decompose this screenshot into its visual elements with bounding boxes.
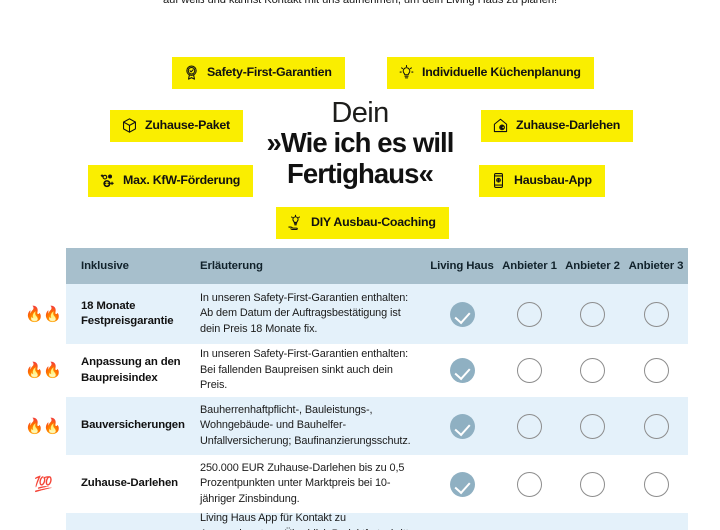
seal-check-icon bbox=[183, 64, 200, 81]
row-name: Zuhause-Darlehen bbox=[81, 477, 178, 490]
column-header-anbieter-3: Anbieter 3 bbox=[628, 260, 684, 272]
badge-label: Individuelle Küchenplanung bbox=[422, 65, 581, 80]
provider1-check bbox=[498, 471, 561, 497]
headline-line-2: »Wie ich es will bbox=[266, 127, 454, 159]
provider3-check bbox=[624, 471, 688, 497]
empty-circle-icon bbox=[643, 471, 669, 497]
provider2-check bbox=[561, 413, 624, 439]
check-filled-icon bbox=[449, 413, 475, 439]
provider3-check bbox=[624, 413, 688, 439]
headline-line-1: Dein bbox=[331, 97, 389, 129]
provider2-check bbox=[561, 301, 624, 327]
provider3-check bbox=[624, 358, 688, 383]
empty-circle-icon bbox=[643, 413, 669, 439]
hero-section: Dein »Wie ich es will Fertighaus« Safety… bbox=[0, 20, 720, 239]
empty-circle-icon bbox=[580, 471, 605, 497]
column-header-anbieter-2: Anbieter 2 bbox=[565, 260, 620, 272]
badge-label: Safety-First-Garantien bbox=[207, 65, 332, 80]
badge-label: Zuhause-Darlehen bbox=[516, 118, 621, 133]
fire-emoji: 🔥🔥 bbox=[25, 305, 61, 323]
hand-lightbulb-icon bbox=[287, 214, 304, 231]
living-haus-check bbox=[426, 301, 498, 327]
comparison-table: Inklusive Erläuterung Living Haus Anbiet… bbox=[25, 248, 688, 530]
smartphone-icon bbox=[490, 172, 507, 189]
empty-circle-icon bbox=[517, 358, 542, 383]
row-description: 250.000 EUR Zuhause-Darlehen bis zu 0,5 … bbox=[200, 461, 405, 505]
column-header-living-haus: Living Haus bbox=[430, 260, 494, 272]
empty-circle-icon bbox=[517, 301, 542, 327]
empty-circle-icon bbox=[517, 471, 542, 497]
badge-label: DIY Ausbau-Coaching bbox=[311, 215, 436, 230]
badge-label: Zuhause-Paket bbox=[145, 118, 230, 133]
hero-headline: Dein »Wie ich es will Fertighaus« bbox=[240, 98, 480, 190]
lightbulb-icon bbox=[398, 64, 415, 81]
row-name: Anpassung an den Baupreisindex bbox=[81, 356, 181, 384]
living-haus-check bbox=[426, 358, 498, 383]
badge-max-kfw-foerderung[interactable]: Max. KfW-Förderung bbox=[88, 165, 254, 197]
badge-safety-first-garantien[interactable]: Safety-First-Garantien bbox=[172, 57, 345, 89]
badge-diy-ausbau-coaching[interactable]: DIY Ausbau-Coaching bbox=[276, 207, 449, 239]
table-row: 🔥🔥 18 Monate Festpreisgarantie In unsere… bbox=[25, 284, 688, 344]
fire-emoji: 🔥🔥 bbox=[25, 362, 61, 379]
badge-zuhause-darlehen[interactable]: Zuhause-Darlehen bbox=[481, 110, 634, 142]
row-description: Living Haus App für Kontakt zu Ansprechp… bbox=[200, 512, 412, 530]
badge-zuhause-paket[interactable]: Zuhause-Paket bbox=[110, 110, 243, 142]
row-description: In unseren Safety-First-Garantien enthal… bbox=[200, 348, 409, 392]
table-row: 📲 Bauherren-Cockpit Living Haus App für … bbox=[66, 512, 688, 530]
badge-label: Hausbau-App bbox=[514, 173, 592, 188]
provider3-check bbox=[624, 301, 688, 327]
badge-label: Max. KfW-Förderung bbox=[123, 173, 241, 188]
badge-hausbau-app[interactable]: Hausbau-App bbox=[479, 165, 605, 197]
empty-circle-icon bbox=[580, 413, 605, 439]
empty-circle-icon bbox=[643, 358, 669, 383]
table-row: 🔥🔥 Anpassung an den Baupreisindex In uns… bbox=[25, 344, 688, 397]
provider1-check bbox=[498, 413, 561, 439]
table-row: 🔥🔥 Bauversicherungen Bauherrenhaftpflich… bbox=[25, 397, 688, 455]
provider1-check bbox=[498, 358, 561, 383]
package-box-icon bbox=[121, 117, 138, 134]
intro-text: auf weiß und kannst Kontakt mit uns aufn… bbox=[162, 0, 558, 6]
empty-circle-icon bbox=[580, 301, 605, 327]
empty-circle-icon bbox=[643, 301, 669, 327]
coins-icon bbox=[99, 172, 116, 189]
row-description: In unseren Safety-First-Garantien enthal… bbox=[200, 291, 409, 335]
living-haus-check bbox=[426, 413, 498, 439]
row-description: Bauherrenhaftpflicht-, Bauleistungs-, Wo… bbox=[200, 403, 411, 447]
badge-individuelle-kuechenplanung[interactable]: Individuelle Küchenplanung bbox=[387, 57, 594, 89]
column-header-anbieter-1: Anbieter 1 bbox=[502, 260, 557, 272]
row-name: 18 Monate Festpreisgarantie bbox=[81, 299, 174, 327]
table-row: 💯 Zuhause-Darlehen 250.000 EUR Zuhause-D… bbox=[34, 455, 688, 513]
living-haus-check bbox=[426, 471, 498, 497]
table-header-row: Inklusive Erläuterung Living Haus Anbiet… bbox=[66, 248, 688, 284]
provider2-check bbox=[561, 358, 624, 383]
check-filled-icon bbox=[449, 471, 475, 497]
headline-line-3: Fertighaus« bbox=[287, 158, 434, 190]
empty-circle-icon bbox=[517, 413, 542, 439]
house-euro-icon bbox=[492, 117, 509, 134]
check-filled-icon bbox=[449, 358, 475, 383]
check-filled-icon bbox=[449, 301, 475, 327]
column-header-erlaeuterung: Erläuterung bbox=[200, 260, 263, 272]
row-name: Bauversicherungen bbox=[81, 419, 185, 432]
fire-emoji: 🔥🔥 bbox=[25, 417, 61, 435]
provider1-check bbox=[498, 301, 561, 327]
hundred-points-emoji: 💯 bbox=[34, 475, 53, 493]
column-header-inklusive: Inklusive bbox=[81, 260, 129, 272]
provider2-check bbox=[561, 471, 624, 497]
empty-circle-icon bbox=[580, 358, 605, 383]
